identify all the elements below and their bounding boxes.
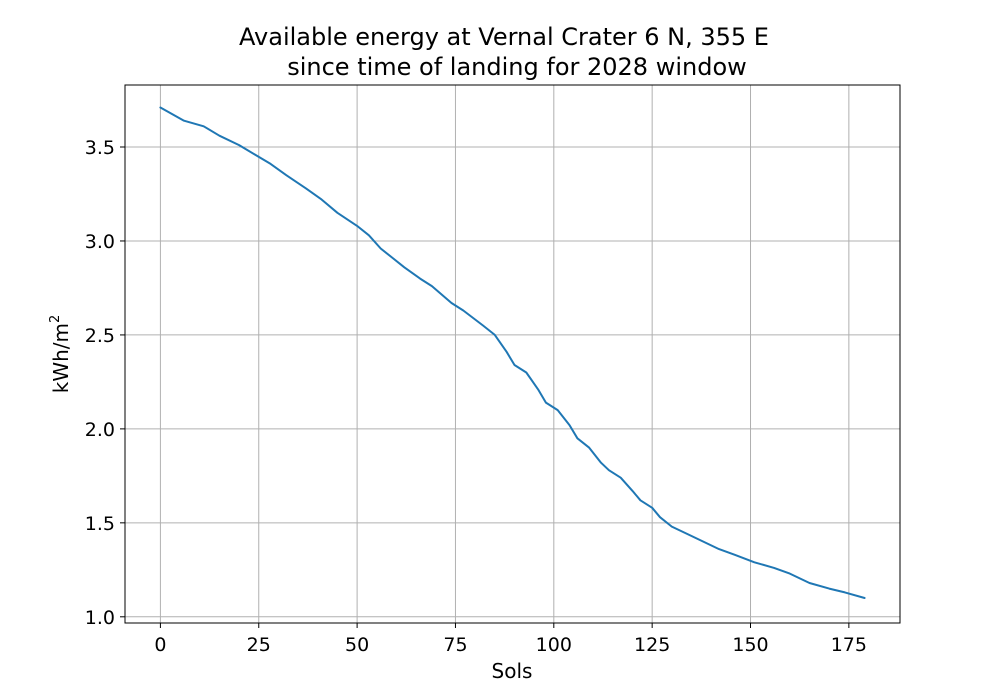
y-axis-label: kWh/m2 <box>48 315 73 394</box>
x-tick-label: 50 <box>345 634 369 656</box>
y-tick-label: 1.5 <box>85 513 115 535</box>
x-axis-label: Sols <box>492 659 533 683</box>
series-line <box>159 106 866 599</box>
y-tick-label: 2.5 <box>85 325 115 347</box>
chart-title-line-2: since time of landing for 2028 window <box>287 53 747 81</box>
x-tick-label: 75 <box>443 634 467 656</box>
ticks: 0 25 50 75 100 125 150 175 1.0 1.5 2.0 2.5 3.0 3.5 <box>85 137 867 656</box>
x-tick-label: 0 <box>154 634 166 656</box>
y-axis-label-base: kWh/m <box>49 323 73 393</box>
y-tick-label: 3.5 <box>85 137 115 159</box>
y-tick-label: 3.0 <box>85 231 115 253</box>
y-axis-label-superscript: 2 <box>48 315 63 323</box>
x-tick-label: 25 <box>247 634 271 656</box>
y-tick-label: 1.0 <box>85 607 115 629</box>
chart-title-line-1: Available energy at Vernal Crater 6 N, 3… <box>239 23 769 51</box>
plot-frame <box>124 84 901 624</box>
x-tick-label: 150 <box>732 634 768 656</box>
series-layer <box>159 106 866 599</box>
grid <box>125 85 900 623</box>
x-tick-label: 125 <box>634 634 670 656</box>
x-tick-label: 175 <box>831 634 867 656</box>
y-tick-label: 2.0 <box>85 419 115 441</box>
x-tick-label: 100 <box>536 634 572 656</box>
